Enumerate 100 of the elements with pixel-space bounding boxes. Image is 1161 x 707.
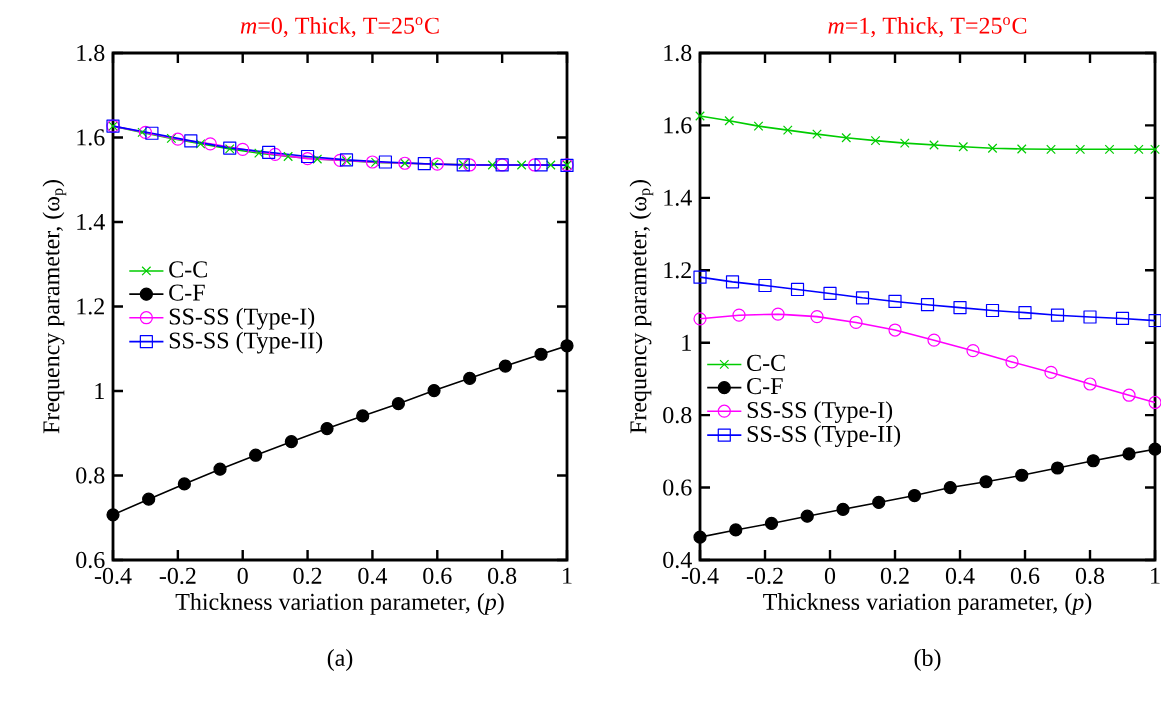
- point: [213, 462, 227, 476]
- point: [732, 308, 746, 322]
- chart-title: m=1, Thick, T=25$^{o}$C: [828, 16, 1027, 38]
- legend-label: C-F: [169, 284, 205, 301]
- y-tick-label: 1: [682, 334, 691, 351]
- x-tick-label: 0.2: [293, 567, 322, 585]
- point: [1050, 461, 1065, 475]
- y-tick-label: 0.8: [76, 467, 105, 484]
- y-tick-label: 1.8: [664, 44, 692, 62]
- x-tick-label: -0.4: [94, 567, 132, 585]
- point: [841, 132, 852, 143]
- point: [927, 333, 941, 347]
- x-tick-label: 0.2: [880, 567, 909, 585]
- point: [203, 137, 217, 151]
- y-tick-label: 1.4: [77, 213, 105, 231]
- point: [417, 157, 431, 171]
- point: [106, 508, 120, 522]
- point: [138, 125, 153, 140]
- point: [284, 435, 298, 449]
- point: [195, 138, 206, 149]
- point: [534, 347, 548, 361]
- point: [782, 125, 793, 135]
- y-tick-label: 1.2: [77, 298, 104, 315]
- point: [1046, 144, 1056, 155]
- x-tick-label: 0.8: [1075, 567, 1105, 585]
- point: [800, 509, 814, 523]
- legend-label: SS-SS (Type-II): [747, 425, 901, 447]
- point: [1044, 365, 1058, 380]
- point: [312, 154, 323, 164]
- point: [463, 158, 477, 172]
- y-tick-label: 1.6: [664, 117, 692, 134]
- point: [378, 155, 392, 169]
- point: [498, 359, 512, 373]
- point: [771, 307, 785, 321]
- y-tick-label: 1.8: [77, 44, 105, 62]
- point: [171, 132, 185, 146]
- y-tick-label: 0.6: [76, 551, 105, 569]
- point: [1083, 377, 1097, 391]
- point: [695, 111, 705, 121]
- point: [758, 278, 772, 293]
- point: [145, 126, 159, 140]
- point: [790, 282, 805, 297]
- y-tick-label: 1.6: [77, 129, 105, 146]
- legend-label: C-C: [169, 261, 207, 278]
- point: [254, 148, 264, 158]
- point: [516, 160, 527, 170]
- point: [920, 298, 935, 312]
- x-tick-label: 0.6: [1010, 567, 1040, 585]
- point: [1018, 306, 1032, 320]
- point: [356, 409, 370, 423]
- x-tick-label: -0.4: [681, 567, 719, 585]
- x-tick-label: 0.4: [945, 567, 975, 585]
- y-axis-title: Frequency parameter, (ω$_{p}$): [42, 180, 67, 434]
- point: [1104, 144, 1115, 155]
- point: [899, 138, 910, 149]
- point: [836, 502, 850, 516]
- point: [1115, 311, 1130, 326]
- legend-label: C-C: [747, 354, 785, 371]
- y-axis-title: Frequency parameter, (ω$_{p}$): [629, 180, 654, 434]
- point: [764, 516, 779, 531]
- x-tick-label: -0.2: [746, 567, 783, 585]
- point: [943, 480, 957, 495]
- y-tick-label: 0.8: [663, 406, 692, 424]
- y-tick-label: 0.6: [663, 479, 692, 496]
- legend-label: C-F: [747, 378, 783, 395]
- point: [966, 344, 980, 358]
- point: [560, 339, 574, 353]
- point: [958, 141, 969, 152]
- y-tick-label: 1: [95, 383, 104, 399]
- legend-label: SS-SS (Type-I): [747, 401, 893, 424]
- point: [1150, 144, 1160, 155]
- point: [979, 475, 993, 489]
- point: [1133, 144, 1144, 155]
- point: [142, 492, 156, 506]
- point: [320, 422, 334, 436]
- point: [545, 160, 556, 170]
- point: [1016, 144, 1027, 154]
- point: [487, 160, 498, 170]
- point: [365, 155, 380, 169]
- text: (a): [327, 649, 353, 671]
- point: [391, 397, 405, 411]
- point: [724, 115, 735, 126]
- x-tick-label: 0: [824, 567, 836, 584]
- point: [888, 323, 902, 337]
- point: [1005, 355, 1019, 369]
- point: [1122, 447, 1136, 461]
- x-tick-label: 0.6: [423, 567, 452, 585]
- point: [872, 495, 886, 510]
- point: [177, 477, 191, 491]
- legend-label: SS-SS (Type-I): [169, 307, 315, 330]
- point: [870, 135, 881, 146]
- point: [693, 270, 707, 284]
- point: [855, 291, 870, 305]
- point: [427, 383, 441, 398]
- point: [236, 142, 250, 156]
- point: [527, 158, 542, 172]
- point: [429, 159, 439, 169]
- x-axis-title: Thickness variation parameter, (p): [175, 593, 504, 615]
- point: [1083, 310, 1097, 324]
- point: [166, 133, 177, 144]
